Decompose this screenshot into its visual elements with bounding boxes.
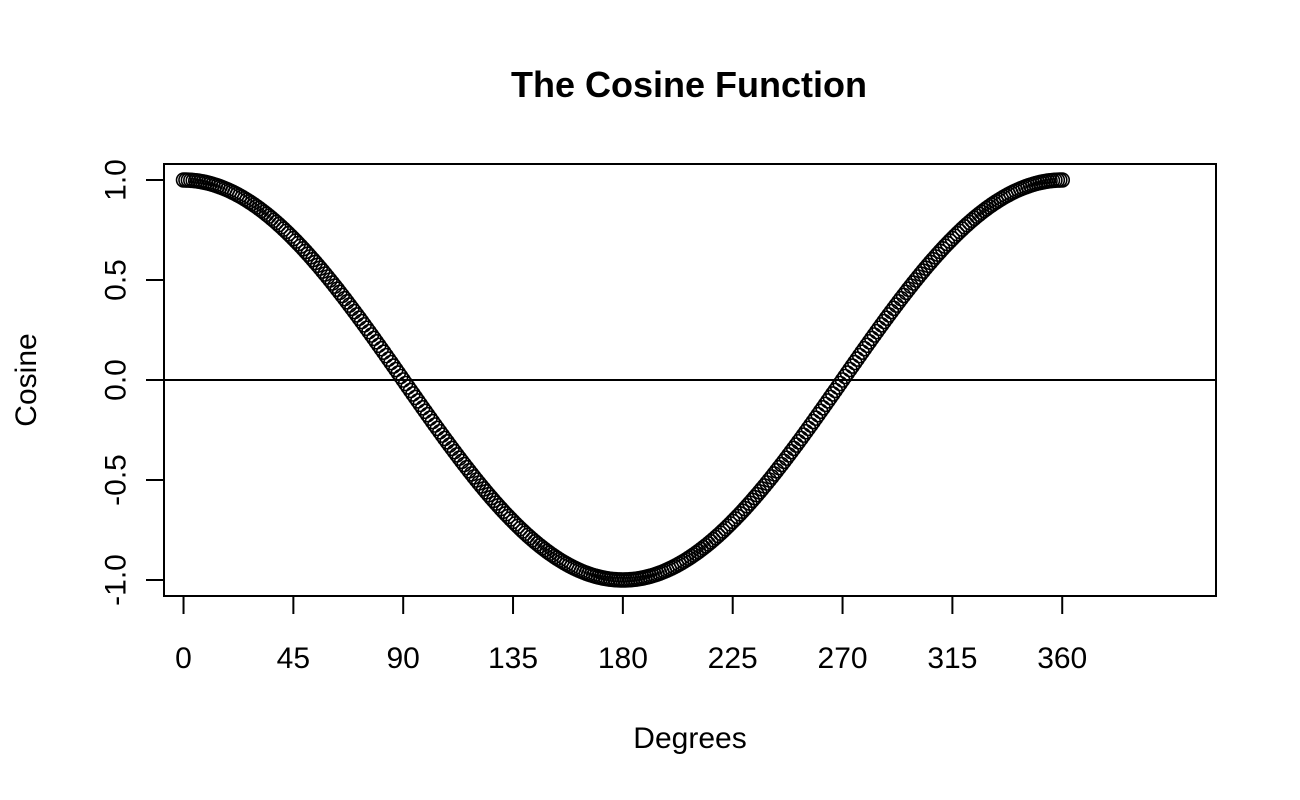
x-tick-label: 270 (818, 642, 868, 675)
y-tick-label: -1.0 (100, 554, 133, 606)
x-tick-label: 45 (277, 642, 310, 675)
data-points (175, 172, 1071, 588)
x-tick-label: 0 (175, 642, 192, 675)
x-tick-label: 90 (387, 642, 420, 675)
y-tick-label: -0.5 (100, 454, 133, 506)
x-axis: 0 45 90 135 180 225 270 315 360 (175, 595, 1087, 675)
y-tick-label: 0.0 (100, 359, 133, 401)
x-tick-label: 360 (1037, 642, 1087, 675)
x-tick-label: 135 (488, 642, 538, 675)
y-tick-label: 1.0 (100, 159, 133, 201)
y-axis-label: Cosine (10, 333, 43, 426)
x-tick-label: 180 (598, 642, 648, 675)
y-axis: -1.0 -0.5 0.0 0.5 1.0 (100, 159, 165, 606)
chart-title: The Cosine Function (511, 64, 867, 105)
x-tick-label: 315 (927, 642, 977, 675)
x-axis-label: Degrees (633, 722, 746, 755)
data-point (1054, 172, 1071, 188)
y-tick-label: 0.5 (100, 259, 133, 301)
x-tick-label: 225 (708, 642, 758, 675)
